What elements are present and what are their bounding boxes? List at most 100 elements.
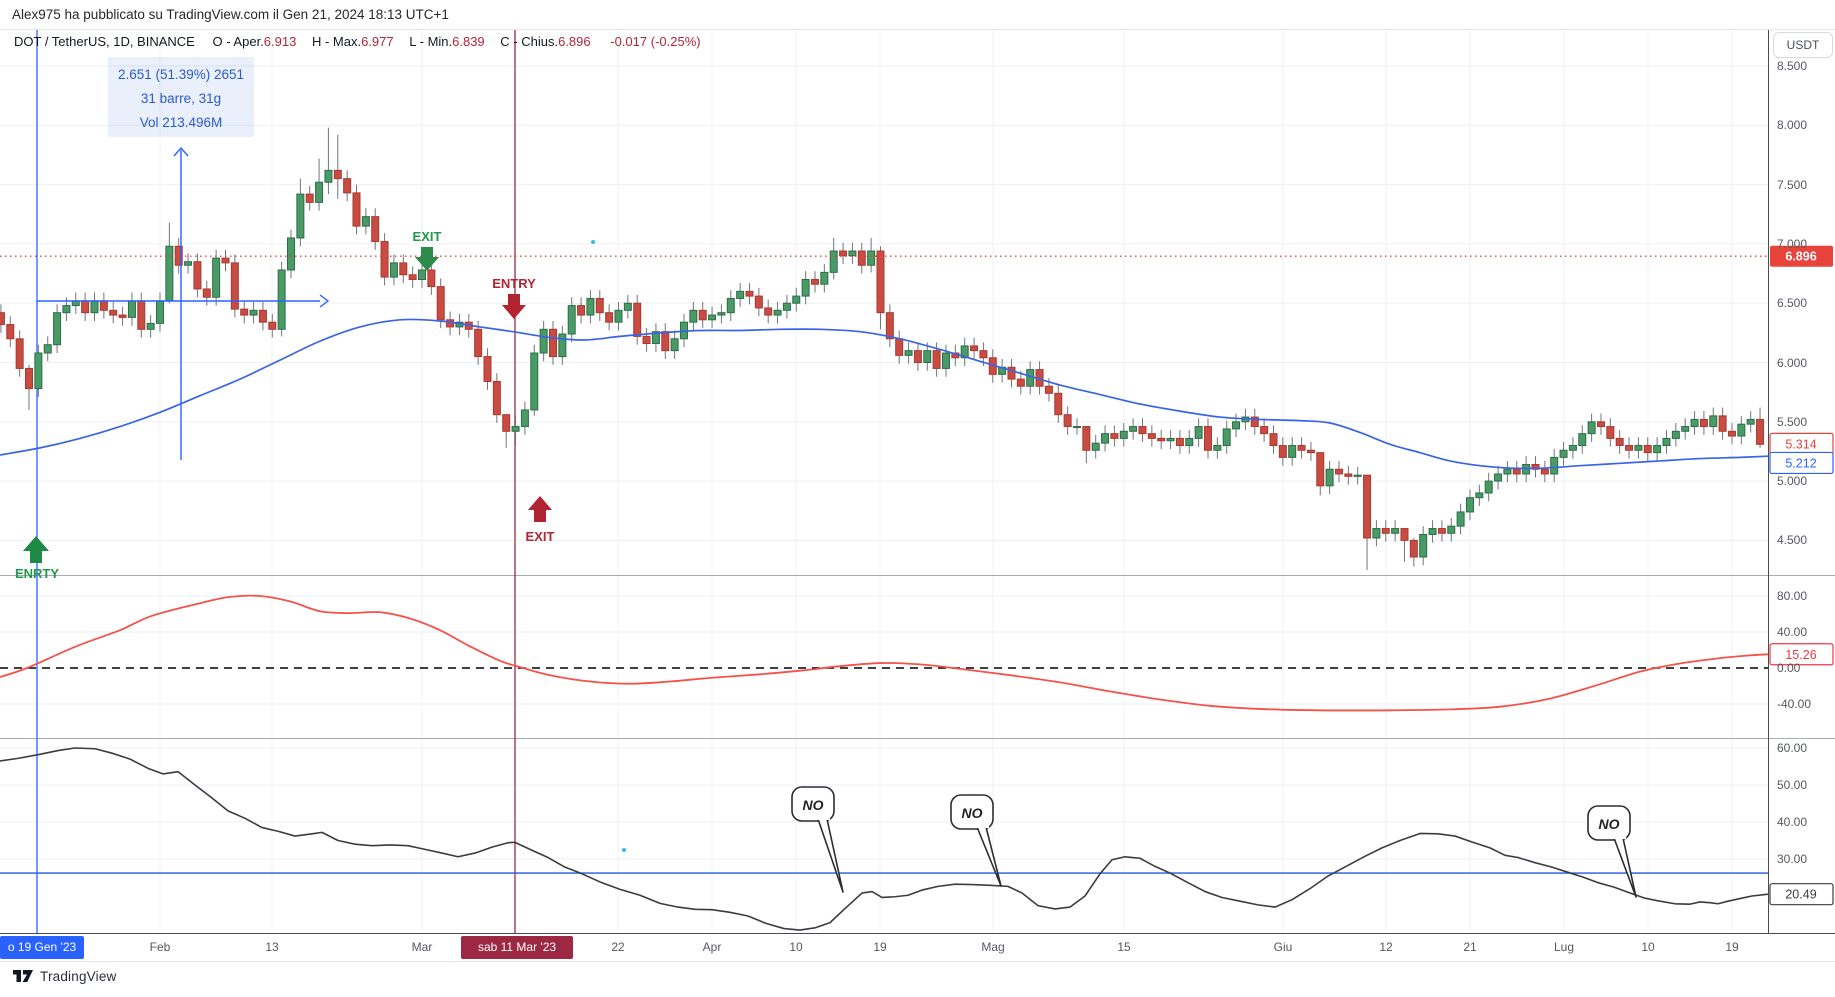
speech-bubble-no-1[interactable]: NO (791, 786, 844, 893)
candle (333, 134, 342, 199)
time-axis[interactable] (0, 934, 1768, 961)
axis-tick-label: 8.000 (1777, 118, 1808, 133)
arrow-down-icon (415, 247, 439, 271)
speech-bubble-no-2[interactable]: NO (950, 794, 1002, 887)
candle (773, 302, 782, 324)
bubble-tail (1613, 837, 1637, 898)
time-tick-label: 19 (1725, 940, 1739, 954)
horizontal-arrow-drawing[interactable] (37, 294, 330, 308)
candle (389, 254, 398, 286)
candle (1615, 430, 1624, 454)
candle (1147, 425, 1156, 447)
candle (661, 323, 670, 359)
chart-legend[interactable]: DOT / TetherUS, 1D, BINANCE O - Aper.6.9… (14, 34, 701, 49)
candle (1316, 452, 1325, 496)
axis-badge: 5.314 (1769, 432, 1834, 455)
measure-bars-count: 31 barre, 31g (140, 91, 222, 106)
candle (1110, 425, 1119, 447)
candle (408, 266, 417, 288)
candle (1400, 528, 1409, 562)
marker-entry-long[interactable]: ENRTY (15, 536, 59, 581)
time-tick-label: 10 (1641, 940, 1655, 954)
tradingview-wordmark: TradingView (40, 968, 117, 984)
low-label: L - Min. (409, 34, 453, 49)
time-tick-label: Giu (1273, 940, 1293, 954)
candle (1596, 413, 1605, 435)
candle (212, 249, 221, 306)
tradingview-glyph-icon (13, 970, 33, 982)
candle (1213, 437, 1222, 459)
axis-badge: 15.26 (1769, 643, 1834, 666)
axis-tick-label: 50.00 (1777, 778, 1808, 792)
candle (492, 373, 501, 423)
candle (202, 280, 211, 306)
candle (502, 414, 511, 448)
time-tick-label: Mag (981, 940, 1005, 954)
marker-exit-short[interactable]: EXIT (526, 496, 555, 544)
oscillator-panel (0, 594, 1769, 712)
price-range-measure-drawing[interactable] (173, 146, 189, 460)
measure-volume: Vol 213.496M (139, 115, 223, 130)
candle (81, 292, 90, 321)
candle (184, 253, 193, 274)
exit-label: EXIT (526, 529, 555, 544)
candle (315, 158, 324, 211)
symbol-title[interactable]: DOT / TetherUS, 1D, BINANCE (14, 34, 195, 49)
candle (1063, 406, 1072, 435)
ma-path (0, 318, 1769, 470)
svg-text:20.49: 20.49 (1785, 888, 1816, 902)
oscillator-path (0, 594, 1769, 712)
candle (1344, 465, 1353, 485)
time-tick-label: Apr (702, 940, 722, 954)
currency-unit-button[interactable]: USDT (1773, 32, 1833, 58)
bubble-tail (976, 826, 1002, 887)
candle (754, 287, 763, 317)
candle (1578, 425, 1587, 454)
candle (1568, 437, 1577, 459)
candle (1671, 422, 1680, 447)
candle (258, 302, 267, 331)
candle (0, 304, 5, 333)
candle (277, 261, 286, 337)
candle (567, 297, 576, 343)
axis-badge: 20.49 (1769, 883, 1834, 906)
candle (1185, 430, 1194, 454)
candle (970, 337, 979, 359)
candle (548, 320, 557, 365)
candle (127, 292, 136, 326)
candle (1606, 418, 1615, 447)
time-tick-label: Feb (149, 940, 171, 954)
candle (1456, 503, 1465, 535)
no-label: NO (962, 805, 983, 821)
price-axis[interactable] (1768, 30, 1835, 933)
candle (474, 320, 483, 365)
marker-entry-short[interactable]: ENTRY (492, 276, 536, 319)
svg-text:5.314: 5.314 (1785, 437, 1816, 451)
candle (717, 304, 726, 324)
time-tick-label: 12 (1379, 940, 1393, 954)
entry-label: ENTRY (492, 276, 536, 291)
candle (1484, 472, 1493, 502)
time-tick-label: Lug (1553, 940, 1575, 954)
candlestick-series (0, 127, 1765, 571)
axis-tick-label: 7.000 (1777, 236, 1808, 251)
candle (6, 316, 15, 348)
candle (1522, 456, 1531, 483)
speech-bubble-no-3[interactable]: NO (1587, 805, 1637, 898)
time-tick-label: 22 (611, 940, 625, 954)
marker-exit-long[interactable]: EXIT (413, 229, 442, 271)
candle (296, 178, 305, 247)
candle (1727, 422, 1736, 445)
candle (1232, 413, 1241, 438)
candle (633, 294, 642, 345)
drawing-anchor-dot (622, 848, 626, 852)
candle (1306, 441, 1315, 461)
axis-tick-label: 80.00 (1777, 589, 1808, 603)
candle (885, 304, 894, 348)
tradingview-logo[interactable]: TradingView (13, 968, 117, 984)
candle (249, 302, 258, 324)
candle (895, 330, 904, 364)
measure-info-box[interactable]: 2.651 (51.39%) 2651 31 barre, 31g Vol 21… (108, 57, 254, 137)
